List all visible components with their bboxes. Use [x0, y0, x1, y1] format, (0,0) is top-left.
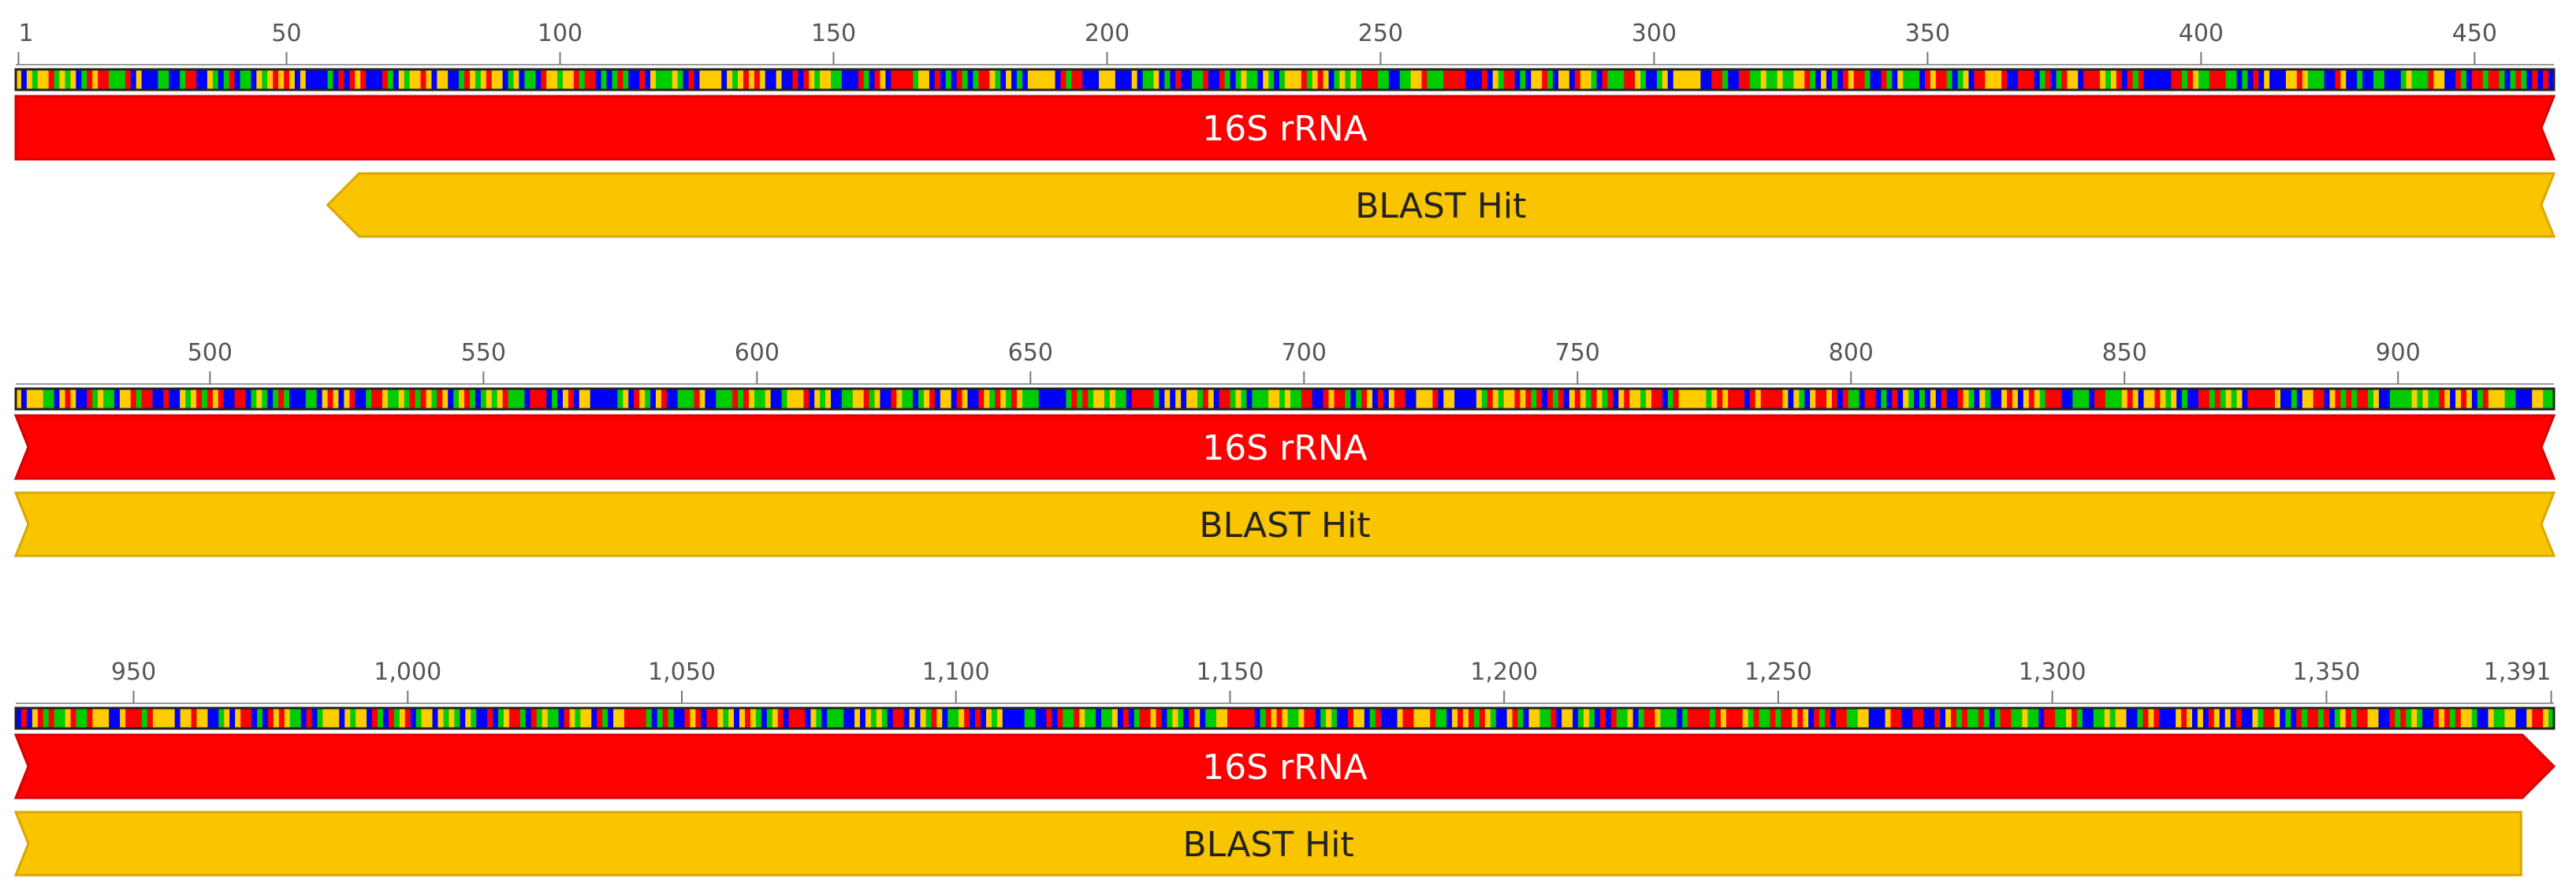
- feature-rrna[interactable]: 16S rRNA: [13, 414, 2556, 480]
- feature-blast-label: BLAST Hit: [1355, 186, 1526, 226]
- ruler-tick-label: 600: [735, 339, 780, 367]
- ruler-tick-label: 1,250: [1744, 658, 1812, 686]
- feature-rrna-shape[interactable]: [13, 733, 2556, 799]
- ruler-tick-label: 650: [1008, 339, 1053, 367]
- sequence-strip: [16, 69, 2555, 90]
- ruler-tick-label: 150: [811, 20, 856, 47]
- ruler-tick-label: 1: [18, 20, 33, 47]
- ruler-tick-label: 1,150: [1197, 658, 1264, 686]
- sequence-strip: [16, 708, 2555, 729]
- feature-blast-label: BLAST Hit: [1199, 505, 1370, 546]
- ruler-tick-label: 900: [2376, 339, 2421, 367]
- feature-blast-label: BLAST Hit: [1183, 825, 1354, 865]
- ruler-tick-label: 1,300: [2019, 658, 2086, 686]
- sequence-strip-border: [14, 387, 2556, 411]
- feature-rrna-label: 16S rRNA: [1202, 109, 1368, 149]
- map-row: 500 550 600 650 700 750 800 850 900 16S rRNA BLAST…: [13, 339, 2556, 557]
- ruler-tick-label: 1,391: [2484, 658, 2552, 686]
- ruler-tick-label: 200: [1085, 20, 1130, 47]
- ruler-tick-label: 250: [1358, 20, 1403, 47]
- ruler-tick-label: 750: [1555, 339, 1600, 367]
- ruler-tick-label: 350: [1905, 20, 1950, 47]
- ruler-tick-label: 1,000: [374, 658, 441, 686]
- sequence-strip: [16, 389, 2555, 409]
- feature-rrna-shape[interactable]: [13, 414, 2556, 480]
- ruler-tick-label: 950: [111, 658, 156, 686]
- feature-blast-shape[interactable]: [13, 811, 2522, 877]
- ruler-tick-label: 450: [2452, 20, 2497, 47]
- feature-blast[interactable]: BLAST Hit: [326, 172, 2556, 238]
- map-row: 950 1,000 1,050 1,100 1,150 1,200 1,250 1,300 1,…: [13, 658, 2556, 877]
- feature-rrna[interactable]: 16S rRNA: [14, 95, 2556, 161]
- feature-blast[interactable]: BLAST Hit: [13, 491, 2556, 557]
- ruler-tick-label: 500: [188, 339, 233, 367]
- ruler-tick-label: 1,100: [922, 658, 990, 686]
- ruler-tick-label: 850: [2102, 339, 2147, 367]
- feature-blast[interactable]: BLAST Hit: [13, 811, 2522, 877]
- feature-rrna-shape[interactable]: [14, 95, 2556, 161]
- ruler-tick-label: 1,050: [648, 658, 716, 686]
- feature-rrna-label: 16S rRNA: [1202, 747, 1368, 788]
- ruler-tick-label: 400: [2179, 20, 2224, 47]
- ruler-tick-label: 300: [1632, 20, 1677, 47]
- ruler-tick-label: 100: [538, 20, 583, 47]
- sequence-strip-border: [14, 706, 2556, 730]
- feature-blast-shape[interactable]: [326, 172, 2556, 238]
- feature-rrna-label: 16S rRNA: [1202, 428, 1368, 468]
- ruler-tick-label: 1,350: [2292, 658, 2360, 686]
- ruler-tick-label: 1,200: [1470, 658, 1538, 686]
- sequence-strip-border: [14, 68, 2556, 91]
- ruler-tick-label: 550: [461, 339, 506, 367]
- ruler-tick-label: 50: [271, 20, 301, 47]
- feature-rrna[interactable]: 16S rRNA: [13, 733, 2556, 799]
- feature-blast-shape[interactable]: [13, 491, 2556, 557]
- ruler-tick-label: 800: [1829, 339, 1874, 367]
- ruler-tick-label: 700: [1282, 339, 1327, 367]
